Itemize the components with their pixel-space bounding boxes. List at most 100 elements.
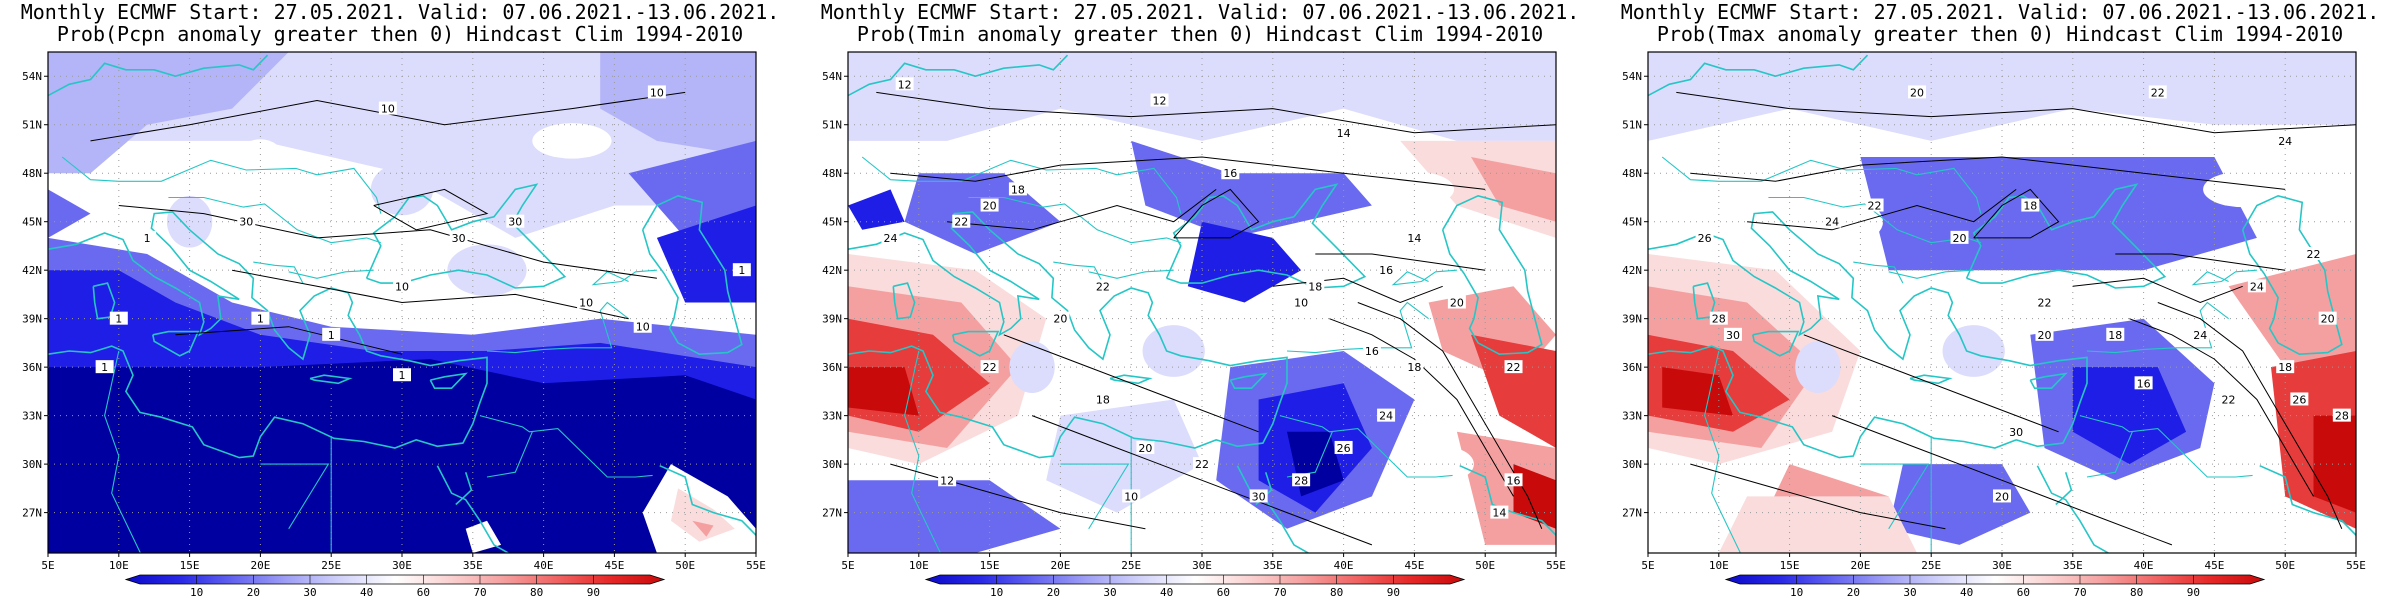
x-tick-label: 25E	[321, 559, 341, 572]
probability-region	[2313, 415, 2356, 513]
contour-label: 16	[1223, 167, 1237, 180]
y-tick-label: 42N	[1622, 264, 1642, 277]
x-tick-label: 40E	[2134, 559, 2154, 572]
x-tick-label: 5E	[41, 559, 54, 572]
y-tick-label: 45N	[1622, 216, 1642, 229]
panel-tmax: Monthly ECMWF Start: 27.05.2021. Valid: …	[1600, 0, 2400, 600]
colorbar-label: 30	[1103, 586, 1116, 599]
y-tick-label: 54N	[1622, 70, 1642, 83]
probability-patch	[1142, 325, 1205, 377]
contour-label: 18	[1308, 280, 1322, 293]
contour-label: 1	[115, 313, 122, 326]
x-tick-label: 20E	[1050, 559, 1070, 572]
y-tick-label: 30N	[1622, 458, 1642, 471]
probability-region	[1662, 367, 1733, 416]
y-tick-label: 42N	[822, 264, 842, 277]
x-tick-label: 10E	[909, 559, 929, 572]
contour-label: 20	[2037, 329, 2051, 342]
colorbar-label: 90	[2187, 586, 2200, 599]
coastlines	[1648, 54, 2356, 553]
colorbar-label: 70	[1273, 586, 1286, 599]
probability-region	[465, 520, 502, 553]
colorbar: 10 20 30 40 60 70 80 90	[124, 574, 666, 599]
x-tick-label: 50E	[1475, 559, 1495, 572]
x-tick-label: 35E	[2063, 559, 2083, 572]
colorbar-label: 10	[190, 586, 203, 599]
contour-label: 26	[2292, 393, 2306, 406]
panel-title-line2: Prob(Tmin anomaly greater then 0) Hindca…	[856, 22, 1544, 46]
contour-label: 28	[2335, 410, 2349, 423]
contour-label: 22	[1096, 280, 1110, 293]
x-tick-label: 55E	[2346, 559, 2366, 572]
colorbar-label: 10	[1790, 586, 1803, 599]
contour-label: 10	[1294, 297, 1308, 310]
contour-label: 18	[2108, 329, 2122, 342]
contour-label: 30	[239, 216, 253, 229]
contour-label: 1	[399, 369, 406, 382]
contour-label: 12	[1153, 94, 1167, 107]
colorbar-ramp	[124, 574, 666, 585]
gridlines	[1648, 52, 2356, 553]
probability-region	[2072, 367, 2187, 465]
y-tick-label: 39N	[1622, 313, 1642, 326]
x-tick-label: 45E	[2204, 559, 2224, 572]
x-tick-label: 15E	[980, 559, 1000, 572]
probability-patch	[1176, 66, 1256, 119]
probability-region	[848, 480, 1061, 553]
contour-label: 20	[1910, 86, 1924, 99]
colorbar-label: 60	[417, 586, 430, 599]
probability-region	[48, 189, 91, 238]
x-tick-label: 55E	[746, 559, 766, 572]
x-tick-label: 35E	[1263, 559, 1283, 572]
contour-label: 28	[1294, 474, 1308, 487]
probability-patch	[2203, 171, 2283, 208]
colorbar-label: 80	[1330, 586, 1343, 599]
panel-tmin: Monthly ECMWF Start: 27.05.2021. Valid: …	[800, 0, 1600, 600]
colorbar-label: 40	[1160, 586, 1173, 599]
coastlines	[48, 54, 756, 553]
y-tick-label: 30N	[22, 458, 42, 471]
axis-labels: 5E 10E 15E 20E 25E 30E 35E 40E 45E 50E 55E 54N 51N 48…	[1622, 70, 2366, 572]
contour-label: 18	[1096, 393, 1110, 406]
colorbar-label: 10	[990, 586, 1003, 599]
contour-label: 10	[395, 280, 409, 293]
y-tick-label: 51N	[22, 119, 42, 132]
y-tick-label: 27N	[22, 507, 42, 520]
probability-region	[1513, 464, 1556, 529]
colorbar-label: 20	[1847, 586, 1860, 599]
colorbar-label: 40	[360, 586, 373, 599]
contour-label: 16	[1507, 474, 1521, 487]
probability-patch	[1976, 66, 2056, 119]
contour-label: 22	[983, 361, 997, 374]
probability-patch	[1009, 341, 1055, 394]
probability-field: 12 12 14 16 18 20 22 24 20 22 18 16 14 10 16 18 20 22 24 26…	[848, 52, 1556, 553]
x-tick-label: 10E	[109, 559, 129, 572]
contour-label: 12	[898, 78, 912, 91]
probability-patch	[328, 236, 391, 272]
x-tick-label: 5E	[1641, 559, 1654, 572]
contour-label: 22	[2151, 86, 2165, 99]
y-tick-label: 36N	[1622, 361, 1642, 374]
contour-label: 12	[940, 474, 954, 487]
contour-label: 20	[1995, 490, 2009, 503]
colorbar-label: 80	[2130, 586, 2143, 599]
x-tick-label: 40E	[534, 559, 554, 572]
contour-lines	[876, 91, 1556, 546]
probability-patch	[2197, 462, 2260, 499]
probability-patch	[1942, 325, 2005, 377]
colorbar-label: 20	[247, 586, 260, 599]
colorbar-label: 30	[303, 586, 316, 599]
contour-label: 24	[1379, 410, 1393, 423]
y-tick-label: 42N	[22, 264, 42, 277]
x-tick-label: 15E	[180, 559, 200, 572]
panel-title-line1: Monthly ECMWF Start: 27.05.2021. Valid: …	[20, 0, 780, 24]
y-tick-label: 33N	[22, 410, 42, 423]
panel-title-line1: Monthly ECMWF Start: 27.05.2021. Valid: …	[820, 0, 1580, 24]
y-tick-label: 36N	[22, 361, 42, 374]
contour-label: 10	[381, 103, 395, 116]
probability-region	[692, 520, 714, 537]
colorbar-label: 60	[1217, 586, 1230, 599]
panel-title-line2: Prob(Tmax anomaly greater then 0) Hindca…	[1656, 22, 2344, 46]
